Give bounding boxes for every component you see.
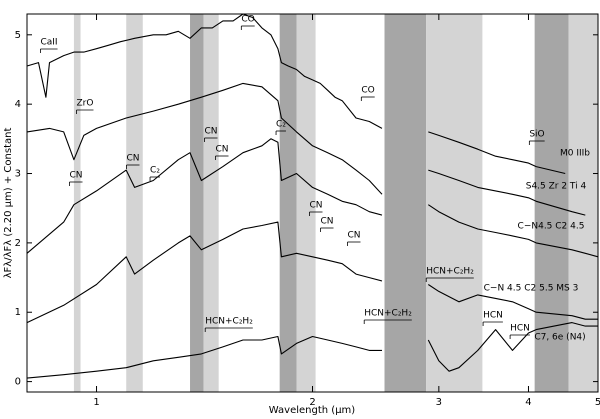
x-tick-label: 3	[436, 397, 442, 408]
feature-label: ZrO	[77, 99, 94, 109]
feature-label: C₂	[150, 166, 160, 176]
feature-label: CN	[347, 231, 360, 241]
telluric-band	[568, 14, 598, 392]
spectra	[26, 13, 599, 379]
feature-label: CN	[126, 154, 139, 164]
telluric-band	[296, 14, 316, 392]
spectrum-line	[26, 13, 566, 175]
feature-label: HCN+C₂H₂	[426, 267, 474, 277]
feature-label: HCN+C₂H₂	[205, 317, 253, 327]
spectrum-label: C−N4.5 C2 4.5	[518, 222, 585, 232]
feature-label: CaII	[40, 38, 57, 48]
feature-label: CN	[320, 217, 333, 227]
spectrum-label: C7, 6e (N4)	[534, 333, 585, 343]
annotations: CaII CO ZrO CO CN CN C₂ CN CN C₂ CN CN CN SiO HCN+C₂H₂…	[40, 15, 545, 339]
spectrum-line	[26, 82, 586, 216]
spectrum-line	[26, 221, 598, 324]
y-tick-label: 1	[15, 307, 21, 318]
x-tick-label: 4	[525, 397, 531, 408]
y-tick-label: 5	[15, 30, 21, 41]
feature-label: CN	[204, 127, 217, 137]
telluric-band	[203, 14, 219, 392]
telluric-band	[126, 14, 143, 392]
spectrum-label: C−N 4.5 C2 5.5 MS 3	[484, 284, 579, 294]
y-tick-label: 2	[15, 238, 21, 249]
feature-label: HCN	[510, 324, 530, 334]
telluric-band	[190, 14, 204, 392]
y-axis-label: λFλ/λFλ (2.20 μm) + Constant	[3, 128, 14, 279]
feature-label: CO	[361, 86, 374, 96]
feature-label: SiO	[529, 130, 544, 140]
x-tick-label: 5	[595, 397, 600, 408]
telluric-band	[384, 14, 427, 392]
spectrum-line	[26, 138, 599, 258]
y-tick-label: 3	[15, 169, 21, 180]
feature-label: HCN+C₂H₂	[364, 309, 412, 319]
feature-label: CN	[309, 201, 322, 211]
feature-label: CN	[215, 145, 228, 155]
telluric-band	[426, 14, 483, 392]
feature-label: C₂	[276, 120, 286, 130]
feature-label: HCN	[483, 311, 503, 321]
spectrum-label: M0 IIIb	[560, 149, 590, 159]
spectrum-line	[26, 322, 598, 379]
x-tick-label: 1	[93, 397, 99, 408]
feature-label: CN	[69, 171, 82, 181]
feature-label: CO	[241, 15, 254, 25]
y-tick-label: 4	[15, 99, 21, 110]
bands	[73, 14, 598, 392]
telluric-band	[279, 14, 297, 392]
y-tick-label: 0	[15, 377, 21, 388]
x-tick-label: 2	[309, 397, 315, 408]
x-axis-label: Wavelength (μm)	[269, 405, 356, 416]
spectrum-label: S4.5 Zr 2 Ti 4	[526, 182, 587, 192]
